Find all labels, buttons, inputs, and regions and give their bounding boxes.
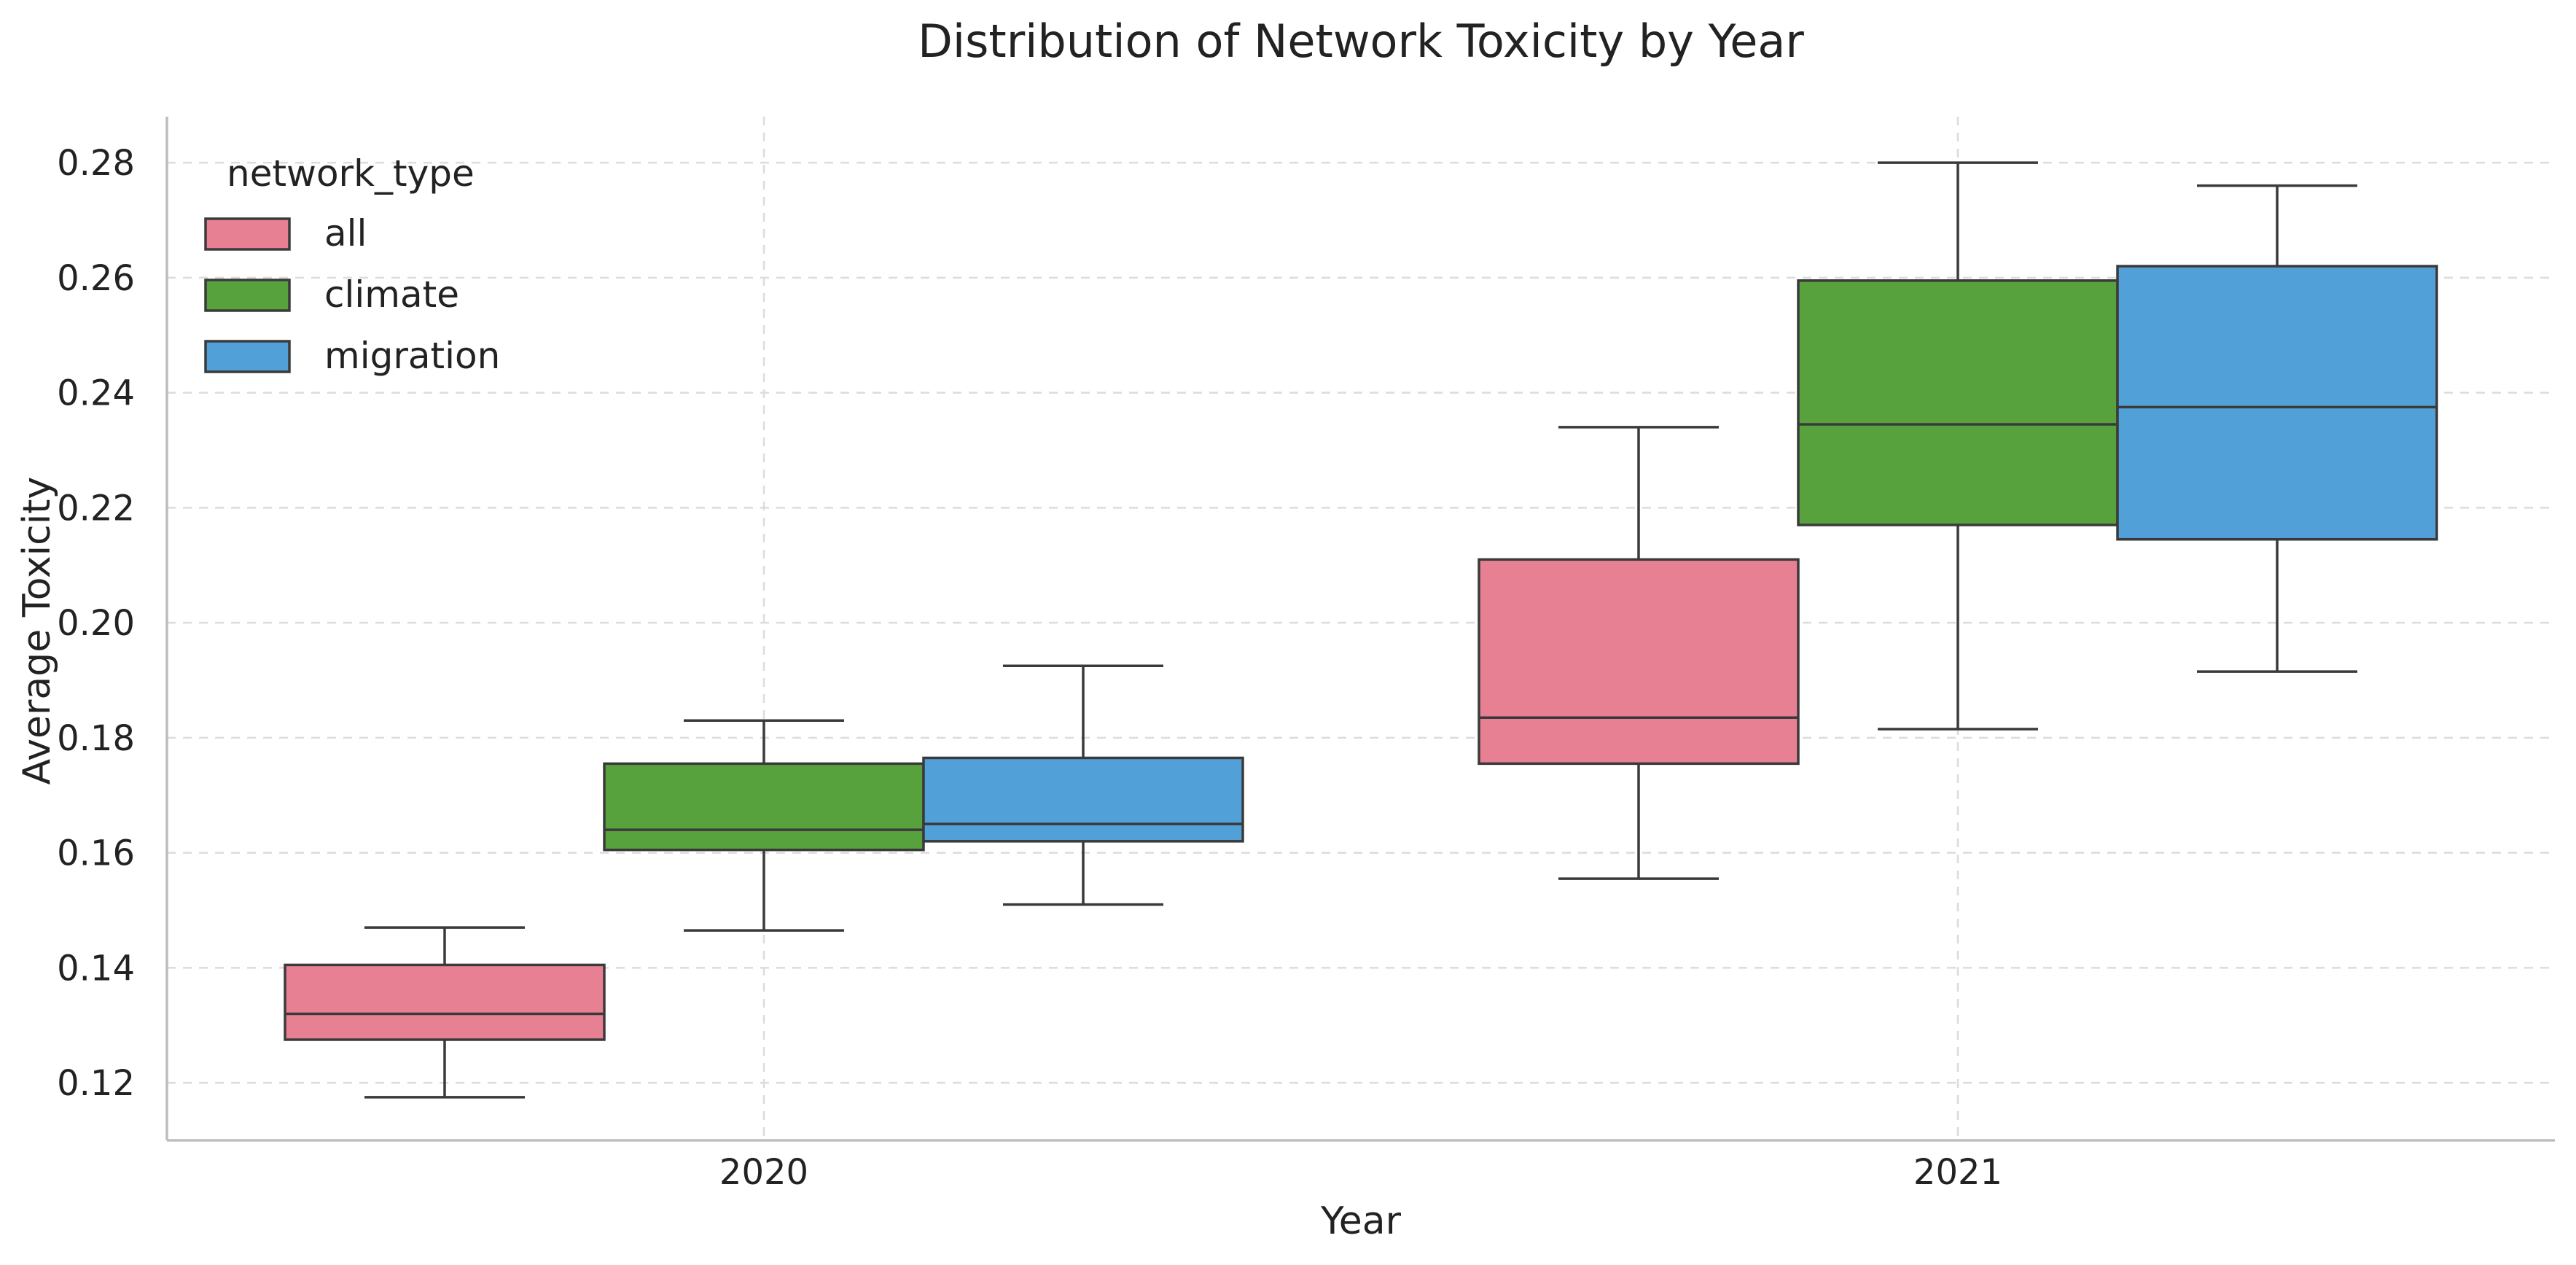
legend-label: all — [324, 212, 367, 254]
chart-title: Distribution of Network Toxicity by Year — [918, 15, 1804, 68]
legend-title: network_type — [227, 152, 475, 195]
box-climate-2020 — [603, 719, 925, 932]
y-tick-label: 0.22 — [57, 488, 135, 529]
y-tick-label: 0.14 — [57, 948, 135, 989]
y-tick-labels: 0.12 0.14 0.16 0.18 0.20 0.22 0.24 0.26 0.28 — [57, 143, 135, 1104]
box-iqr — [603, 762, 925, 852]
legend-item-all: all — [204, 212, 367, 254]
y-tick-label: 0.12 — [57, 1063, 135, 1104]
legend-swatch — [204, 217, 291, 251]
y-tick-label: 0.16 — [57, 833, 135, 874]
box-all-2020 — [284, 926, 606, 1099]
legend-label: climate — [324, 273, 459, 316]
legend-item-migration: migration — [204, 335, 500, 377]
y-tick-label: 0.28 — [57, 143, 135, 184]
legend-item-climate: climate — [204, 273, 459, 316]
axes — [165, 117, 2555, 1142]
legend-swatch — [204, 340, 291, 373]
box-migration-2020 — [922, 664, 1244, 906]
boxes — [284, 161, 2438, 1099]
y-tick-label: 0.26 — [57, 258, 135, 299]
box-iqr — [2116, 265, 2438, 541]
box-iqr — [922, 756, 1244, 843]
box-climate-2021 — [1797, 161, 2119, 731]
box-migration-2021 — [2116, 184, 2438, 673]
box-iqr — [284, 963, 606, 1041]
y-tick-label: 0.24 — [57, 373, 135, 414]
y-tick-label: 0.18 — [57, 718, 135, 759]
box-iqr — [1797, 279, 2119, 526]
legend-swatch — [204, 279, 291, 312]
x-tick-label: 2020 — [719, 1152, 808, 1193]
legend-label: migration — [324, 335, 500, 377]
y-tick-label: 0.20 — [57, 603, 135, 644]
x-tick-labels: 2020 2021 — [719, 1152, 2002, 1193]
box-all-2021 — [1478, 426, 1800, 880]
legend: network_type all climate migration — [204, 152, 500, 377]
y-axis-label: Average Toxicity — [15, 477, 59, 785]
x-tick-label: 2021 — [1913, 1152, 2002, 1193]
x-axis-label: Year — [1320, 1199, 1402, 1243]
box-iqr — [1478, 558, 1800, 766]
